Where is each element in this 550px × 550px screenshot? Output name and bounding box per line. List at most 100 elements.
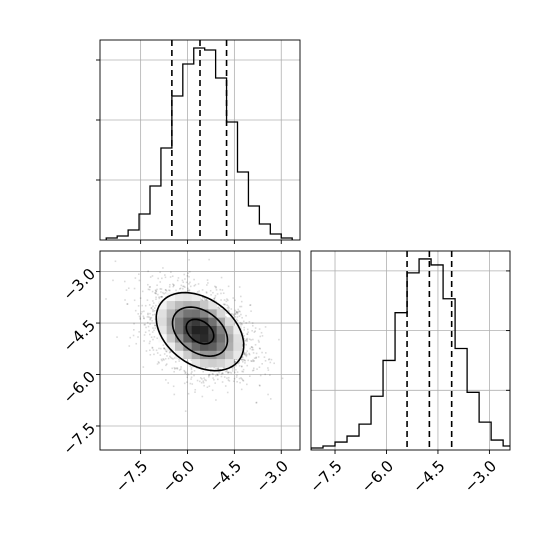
sample-point bbox=[146, 299, 149, 301]
sample-point bbox=[258, 328, 261, 330]
sample-point bbox=[256, 368, 258, 370]
sample-point bbox=[201, 299, 203, 302]
sample-point bbox=[182, 285, 184, 288]
sample-point bbox=[196, 290, 199, 293]
sample-point bbox=[228, 380, 231, 382]
sample-point bbox=[150, 306, 153, 309]
sample-point bbox=[251, 360, 253, 363]
sample-point bbox=[162, 291, 164, 294]
sample-point bbox=[135, 342, 138, 345]
sample-point bbox=[242, 379, 244, 381]
sample-point bbox=[149, 318, 151, 321]
sample-point bbox=[206, 279, 209, 281]
density-cell bbox=[183, 325, 192, 335]
sample-point bbox=[253, 331, 256, 333]
joint-density-panel: −7.5 −6.0 −4.5 −3.0−7.5−6.0−4.5−3.0 bbox=[60, 250, 301, 496]
sample-point bbox=[157, 361, 160, 363]
sample-point bbox=[242, 320, 245, 323]
density-cell bbox=[175, 325, 184, 335]
sample-point bbox=[160, 347, 162, 350]
sample-point bbox=[233, 360, 235, 362]
sample-point bbox=[236, 311, 239, 313]
sample-point bbox=[208, 385, 211, 387]
sample-point bbox=[205, 299, 207, 301]
sample-point bbox=[217, 368, 219, 371]
sample-point bbox=[169, 356, 172, 359]
sample-point bbox=[252, 348, 255, 351]
sample-point bbox=[159, 296, 162, 298]
sample-point bbox=[184, 371, 187, 374]
sample-point bbox=[232, 297, 235, 299]
sample-point bbox=[234, 299, 236, 302]
sample-point bbox=[221, 381, 224, 383]
y-tick-label: −7.5 bbox=[60, 419, 99, 458]
sample-point bbox=[264, 373, 266, 376]
sample-point bbox=[267, 369, 270, 371]
sample-point bbox=[252, 352, 255, 354]
sample-point bbox=[219, 370, 222, 373]
sample-point bbox=[165, 350, 167, 353]
sample-point bbox=[240, 365, 243, 368]
density-cell bbox=[183, 342, 192, 351]
sample-point bbox=[206, 299, 209, 302]
sample-point bbox=[155, 349, 158, 352]
sample-point bbox=[236, 311, 239, 314]
sample-point bbox=[137, 313, 140, 315]
sample-point bbox=[214, 382, 216, 384]
sample-point bbox=[240, 358, 243, 361]
sample-point bbox=[148, 304, 151, 306]
sample-point bbox=[201, 395, 204, 398]
sample-point bbox=[149, 333, 151, 336]
sample-point bbox=[225, 300, 228, 303]
sample-point bbox=[237, 362, 240, 365]
sample-point bbox=[205, 298, 208, 300]
sample-point bbox=[233, 377, 236, 380]
sample-point bbox=[245, 322, 248, 324]
sample-point bbox=[164, 274, 166, 276]
density-cell bbox=[225, 333, 234, 343]
sample-point bbox=[193, 374, 195, 377]
sample-point bbox=[187, 373, 190, 376]
sample-point bbox=[160, 358, 163, 361]
sample-point bbox=[268, 358, 271, 360]
sample-point bbox=[199, 377, 202, 379]
sample-point bbox=[112, 279, 114, 282]
sample-point bbox=[201, 289, 204, 291]
sample-point bbox=[165, 290, 168, 292]
sample-point bbox=[205, 291, 208, 293]
sample-point bbox=[147, 288, 150, 291]
sample-point bbox=[129, 336, 132, 339]
sample-point bbox=[151, 275, 154, 277]
sample-point bbox=[188, 270, 191, 273]
sample-point bbox=[255, 356, 257, 359]
sample-point bbox=[188, 283, 190, 285]
sample-point bbox=[165, 379, 167, 381]
sample-point bbox=[201, 366, 203, 369]
sample-point bbox=[228, 310, 231, 313]
sample-point bbox=[183, 369, 185, 372]
sample-point bbox=[150, 316, 153, 319]
sample-point bbox=[141, 310, 143, 313]
sample-point bbox=[241, 332, 244, 335]
sample-point bbox=[236, 316, 239, 318]
density-cell bbox=[233, 350, 242, 360]
density-cell bbox=[200, 333, 209, 343]
sample-point bbox=[252, 359, 254, 361]
marginal-histogram-y-panel: −7.5 −6.0 −4.5 −3.0 bbox=[306, 250, 511, 496]
sample-point bbox=[241, 359, 244, 361]
sample-point bbox=[153, 336, 156, 338]
sample-point bbox=[152, 300, 154, 302]
sample-point bbox=[164, 288, 167, 291]
sample-point bbox=[184, 372, 186, 375]
density-cell bbox=[175, 333, 184, 343]
sample-point bbox=[204, 298, 206, 300]
sample-point bbox=[239, 321, 242, 324]
density-cell bbox=[225, 342, 234, 351]
sample-point bbox=[176, 367, 179, 370]
sample-point bbox=[138, 273, 140, 276]
sample-point bbox=[163, 347, 166, 350]
sample-point bbox=[137, 305, 140, 307]
sample-point bbox=[251, 322, 254, 324]
y-tick-label: −4.5 bbox=[60, 316, 99, 355]
sample-point bbox=[243, 329, 246, 331]
